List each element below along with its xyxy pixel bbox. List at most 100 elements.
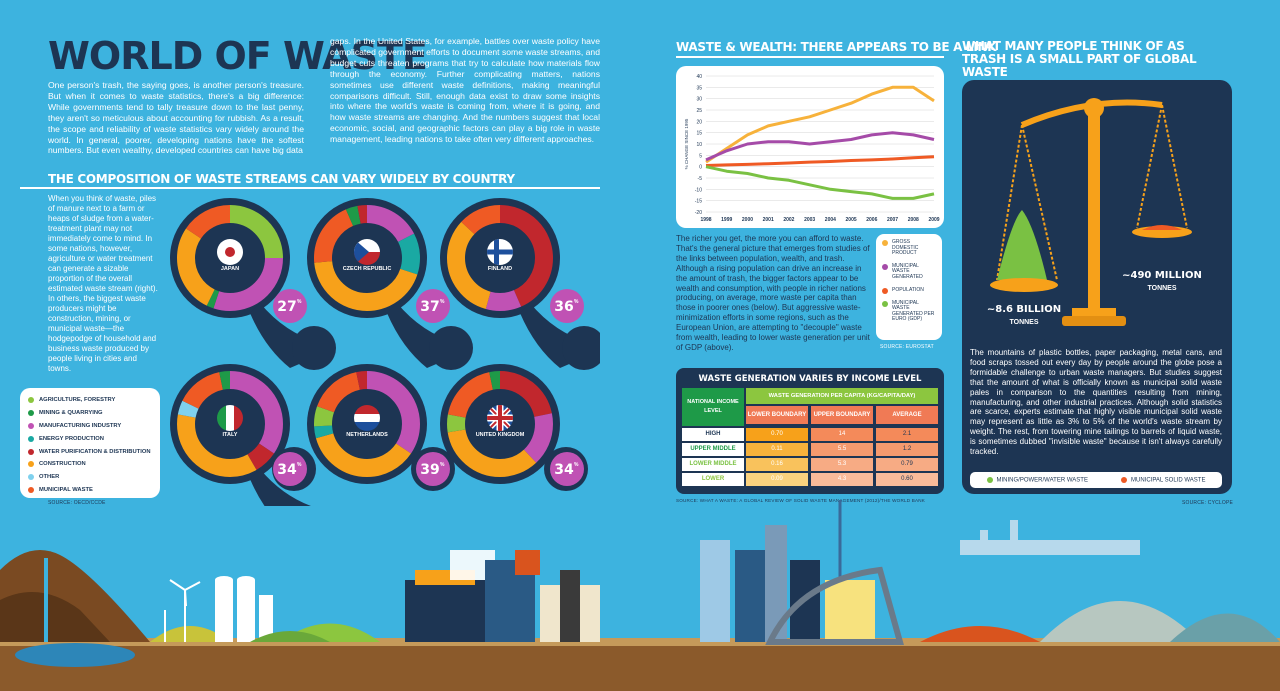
- table-cell: 0.60: [876, 473, 938, 486]
- percent-sign: %: [574, 299, 579, 305]
- legend-item: MUNICIPAL WASTE GENERATED PER EURO (GDP): [882, 300, 936, 323]
- y-tick-label: 10: [696, 142, 702, 148]
- country-label: FINLAND: [488, 266, 512, 272]
- table-row-label: HIGH: [682, 428, 744, 441]
- legend-item: WATER PURIFICATION & DISTRIBUTION: [28, 445, 152, 458]
- table-cell: 1.2: [876, 443, 938, 456]
- legend-item: CONSTRUCTION: [28, 458, 152, 471]
- percent-label: 34: [277, 462, 297, 478]
- legend-item: POPULATION: [882, 287, 936, 294]
- legend-swatch: [28, 410, 34, 417]
- x-tick-label: 1999: [721, 217, 732, 223]
- table-cell: 0.11: [746, 443, 808, 456]
- income-table: WASTE GENERATION VARIES BY INCOME LEVEL …: [676, 368, 944, 494]
- trash-body-text: The mountains of plastic bottles, paper …: [970, 348, 1222, 457]
- legend-item: MUNICIPAL WASTE GENERATED: [882, 263, 936, 281]
- legend-swatch: [28, 448, 34, 455]
- percent-sign: %: [297, 462, 302, 468]
- table-cell: 5.3: [811, 458, 873, 471]
- percent-sign: %: [297, 299, 302, 305]
- composition-heading: THE COMPOSITION OF WASTE STREAMS CAN VAR…: [48, 172, 515, 186]
- series-line: [705, 131, 935, 162]
- legend-swatch: [28, 435, 34, 442]
- right-amount: ~490 MILLION: [1122, 270, 1202, 281]
- table-cell: 0.70: [746, 428, 808, 441]
- percent-label: 37: [420, 299, 439, 315]
- x-tick-label: 2002: [783, 217, 794, 223]
- landscape-illustration: [0, 500, 1280, 691]
- series-line: [705, 155, 935, 167]
- y-tick-label: 40: [696, 74, 702, 80]
- italy-flag-icon: [217, 405, 243, 431]
- legend-item: ENERGY PRODUCTION: [28, 432, 152, 445]
- x-tick-label: 2001: [763, 217, 774, 223]
- legend-swatch: [28, 486, 34, 493]
- x-tick-label: 2007: [887, 217, 898, 223]
- y-tick-label: 0: [699, 165, 702, 171]
- y-tick-label: 15: [696, 131, 702, 137]
- page-title: WORLD OF WASTE: [48, 34, 428, 78]
- table-source: SOURCE: WHAT A WASTE: A GLOBAL REVIEW OF…: [676, 498, 926, 503]
- czech-flag-icon: [354, 239, 380, 265]
- series-line: [705, 165, 935, 200]
- table-column-header: UPPER BOUNDARY: [811, 406, 873, 424]
- country-label: UNITED KINGDOM: [476, 432, 525, 438]
- country-label: ITALY: [223, 432, 238, 438]
- percent-label: 36: [554, 299, 573, 315]
- x-tick-label: 2006: [866, 217, 877, 223]
- japan-flag-icon: [217, 239, 243, 265]
- legend-swatch: [28, 397, 34, 404]
- table-cell: 14: [811, 428, 873, 441]
- percent-label: 27: [277, 299, 296, 315]
- percent-sign: %: [440, 462, 445, 468]
- table-cell: 5.5: [811, 443, 873, 456]
- y-tick-label: 20: [696, 119, 702, 125]
- wealth-heading: WASTE & WEALTH: THERE APPEARS TO BE A LI…: [676, 40, 997, 54]
- table-row-label: UPPER MIDDLE: [682, 443, 744, 456]
- legend-item: MINING & QUARRYING: [28, 407, 152, 420]
- finland-flag-icon: [487, 239, 513, 265]
- wealth-source: SOURCE: EUROSTAT: [880, 344, 934, 350]
- wealth-body-text: The richer you get, the more you can aff…: [676, 234, 870, 352]
- x-tick-label: 2004: [825, 217, 836, 223]
- trash-heading: WHAT MANY PEOPLE THINK OF AS TRASH IS A …: [962, 39, 1197, 79]
- y-tick-label: -5: [698, 176, 703, 182]
- legend-item: AGRICULTURE, FORESTRY: [28, 394, 152, 407]
- country-label: CZECH REPUBLIC: [343, 266, 392, 272]
- table-caption: WASTE GENERATION VARIES BY INCOME LEVEL: [698, 374, 922, 384]
- trash-source: SOURCE: CYCLOPE: [1182, 500, 1234, 506]
- legend-item: MANUFACTURING INDUSTRY: [28, 420, 152, 433]
- x-tick-label: 2005: [846, 217, 857, 223]
- composition-legend: AGRICULTURE, FORESTRY MINING & QUARRYING…: [20, 388, 160, 498]
- percent-sign: %: [574, 462, 579, 468]
- composition-heading-rule: [20, 187, 600, 189]
- y-tick-label: 25: [696, 108, 702, 114]
- table-cell: 2.1: [876, 428, 938, 441]
- x-tick-label: 2000: [742, 217, 753, 223]
- table-column-header: LOWER BOUNDARY: [746, 406, 808, 424]
- legend-item: MUNICIPAL SOLID WASTE: [1121, 476, 1205, 483]
- table-cell: 0.79: [876, 458, 938, 471]
- legend-swatch: [28, 461, 34, 468]
- table-column-group: WASTE GENERATION PER CAPITA (KG/CAPITA/D…: [746, 388, 938, 404]
- table-row-header: NATIONAL INCOME LEVEL: [682, 388, 744, 426]
- table-column-header: AVERAGE: [876, 406, 938, 424]
- right-unit: TONNES: [1147, 285, 1176, 292]
- wealth-heading-rule: [676, 56, 944, 58]
- left-amount: ~8.6 BILLION: [987, 304, 1061, 315]
- country-label: JAPAN: [221, 266, 239, 272]
- legend-swatch: [1121, 476, 1127, 483]
- y-tick-label: 30: [696, 97, 702, 103]
- legend-swatch: [28, 474, 34, 481]
- y-tick-label: 35: [696, 85, 702, 91]
- wealth-line-chart: 40 35 30 25 20 15 10 5 0 -5 -10 -15 -20 1998 1999 2000 2…: [676, 66, 944, 228]
- country-label: NETHERLANDS: [346, 432, 388, 438]
- x-tick-label: 2008: [908, 217, 919, 223]
- netherlands-flag-icon: [354, 405, 380, 431]
- table-row-label: LOWER: [682, 473, 744, 486]
- x-tick-label: 2003: [804, 217, 815, 223]
- y-tick-label: 5: [699, 153, 702, 159]
- composition-source: SOURCE: OECD/CCDE: [48, 500, 106, 506]
- table-cell: 0.09: [746, 473, 808, 486]
